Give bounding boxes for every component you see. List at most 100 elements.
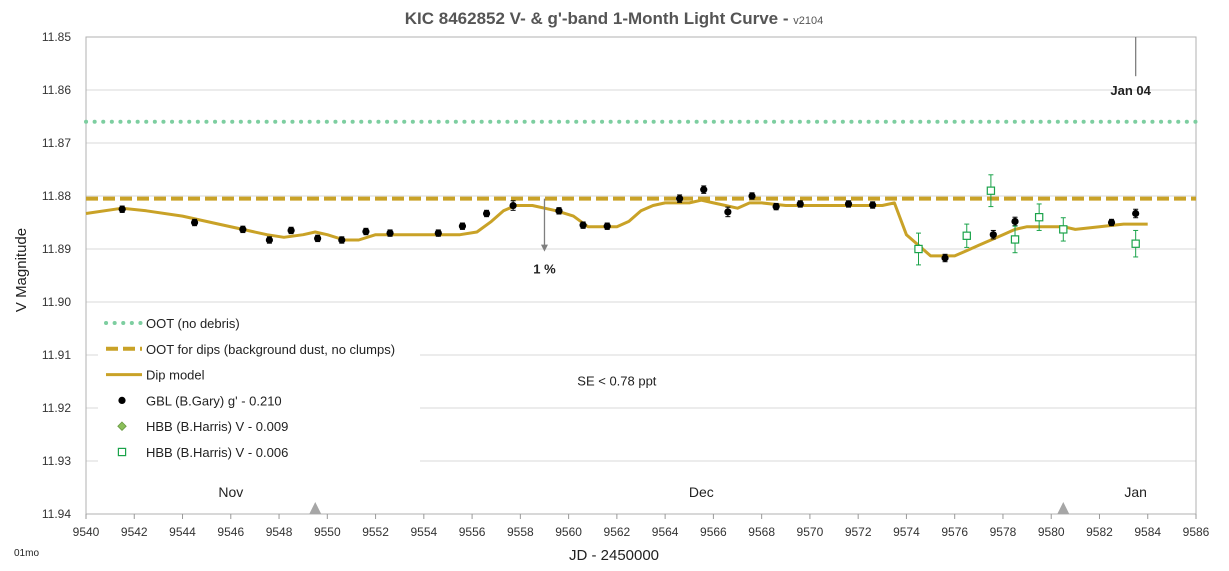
gbl-point — [1107, 218, 1116, 227]
y-tick-label: 11.93 — [42, 454, 71, 468]
x-tick-label: 9556 — [459, 525, 486, 539]
x-tick-label: 9576 — [941, 525, 968, 539]
chart-title: KIC 8462852 V- & g'-band 1-Month Light C… — [405, 9, 823, 28]
legend-swatch — [117, 421, 127, 431]
jan04-label: Jan 04 — [1110, 83, 1151, 98]
legend-label: OOT for dips (background dust, no clumps… — [146, 342, 395, 357]
one-percent-label: 1 % — [533, 262, 556, 277]
legend-swatch — [117, 447, 127, 457]
gbl-point — [118, 205, 126, 213]
x-tick-label: 9554 — [410, 525, 437, 539]
x-tick-label: 9552 — [362, 525, 389, 539]
gbl-point — [603, 222, 611, 230]
hbb-point — [962, 231, 971, 240]
gbl-point — [1011, 217, 1019, 226]
gbl-point — [941, 254, 949, 262]
gbl-point — [265, 236, 273, 244]
gbl-point — [434, 229, 442, 237]
gbl-point — [869, 201, 877, 209]
hbb-point — [986, 186, 996, 195]
gbl-point — [362, 227, 370, 236]
x-tick-label: 9562 — [604, 525, 631, 539]
month-label: Nov — [218, 484, 243, 500]
x-tick-label: 9548 — [266, 525, 293, 539]
x-tick-label: 9544 — [169, 525, 196, 539]
gbl-point — [509, 201, 517, 210]
y-tick-label: 11.91 — [42, 348, 71, 362]
legend-label: HBB (B.Harris) V - 0.006 — [146, 445, 288, 460]
legend-label: GBL (B.Gary) g' - 0.210 — [146, 393, 282, 408]
gbl-point — [579, 221, 587, 229]
corner-label: 01mo — [14, 548, 39, 559]
gbl-point — [338, 236, 346, 244]
y-tick-label: 11.94 — [42, 507, 71, 521]
hbb-point — [1034, 213, 1044, 222]
x-tick-label: 9578 — [990, 525, 1017, 539]
legend-label: HBB (B.Harris) V - 0.009 — [146, 419, 288, 434]
legend-swatch — [118, 396, 126, 404]
gbl-point — [190, 218, 199, 227]
month-boundary-triangle — [309, 502, 322, 514]
legend: OOT (no debris) OOT for dips (background … — [98, 308, 420, 466]
annotations: 1 % SE < 0.78 ppt Jan 04 Nov Dec Jan 01mo — [14, 37, 1152, 559]
x-tick-label: 9542 — [121, 525, 148, 539]
x-tick-label: 9564 — [652, 525, 679, 539]
gbl-point — [386, 229, 394, 237]
gbl-point — [844, 200, 853, 208]
plot-area-frame — [85, 36, 1197, 515]
x-tick-label: 9584 — [1134, 525, 1161, 539]
x-tick-label: 9570 — [797, 525, 824, 539]
x-tick-label: 9574 — [893, 525, 920, 539]
tick-labels: 11.85 11.86 11.87 11.88 11.89 11.90 11.91 11.92… — [42, 30, 1210, 539]
x-axis-title: JD - 2450000 — [569, 547, 659, 564]
chart-title-main: KIC 8462852 V- & g'-band 1-Month Light C… — [405, 9, 793, 28]
x-tick-label: 9580 — [1038, 525, 1065, 539]
gbl-point — [314, 234, 322, 242]
gbl-point — [287, 226, 295, 235]
gbl-point — [772, 203, 780, 211]
hbb-point — [1059, 225, 1068, 234]
y-tick-label: 11.88 — [42, 189, 71, 203]
x-tick-label: 9540 — [73, 525, 100, 539]
y-axis-title: V Magnitude — [13, 228, 30, 312]
x-tick-label: 9558 — [507, 525, 534, 539]
month-label: Jan — [1124, 484, 1147, 500]
gbl-point — [482, 209, 491, 218]
y-tick-label: 11.89 — [42, 242, 71, 256]
gbl-point — [796, 200, 804, 208]
x-tick-label: 9550 — [314, 525, 341, 539]
y-tick-label: 11.87 — [42, 136, 71, 150]
legend-box — [98, 308, 420, 466]
x-tick-label: 9572 — [845, 525, 872, 539]
legend-label: Dip model — [146, 368, 205, 383]
y-tick-label: 11.90 — [42, 295, 71, 309]
gbl-point — [458, 222, 467, 230]
one-percent-arrow-head — [540, 244, 548, 252]
data-points-layer — [118, 174, 1140, 266]
y-tick-label: 11.85 — [42, 30, 71, 44]
month-label: Dec — [689, 484, 714, 500]
y-tick-label: 11.92 — [42, 401, 71, 415]
dip-model-line — [85, 198, 1148, 258]
x-tick-label: 9586 — [1183, 525, 1210, 539]
gbl-point — [748, 192, 756, 200]
gbl-point — [1132, 209, 1140, 218]
hbb-point — [914, 244, 923, 254]
gbl-point — [989, 231, 997, 239]
reference-lines — [84, 119, 1198, 201]
x-tick-label: 9566 — [700, 525, 727, 539]
x-tick-label: 9560 — [555, 525, 582, 539]
x-tick-label: 9568 — [748, 525, 775, 539]
gbl-point — [676, 195, 684, 203]
gbl-point — [724, 208, 732, 216]
hbb-point — [1010, 235, 1020, 244]
month-boundary-triangle — [1057, 502, 1070, 514]
x-tick-label: 9582 — [1086, 525, 1113, 539]
dip-model-layer — [85, 198, 1148, 258]
gbl-point — [555, 207, 563, 215]
y-tick-label: 11.86 — [42, 83, 71, 97]
legend-label: OOT (no debris) — [146, 316, 240, 331]
hbb-point — [1131, 239, 1140, 248]
